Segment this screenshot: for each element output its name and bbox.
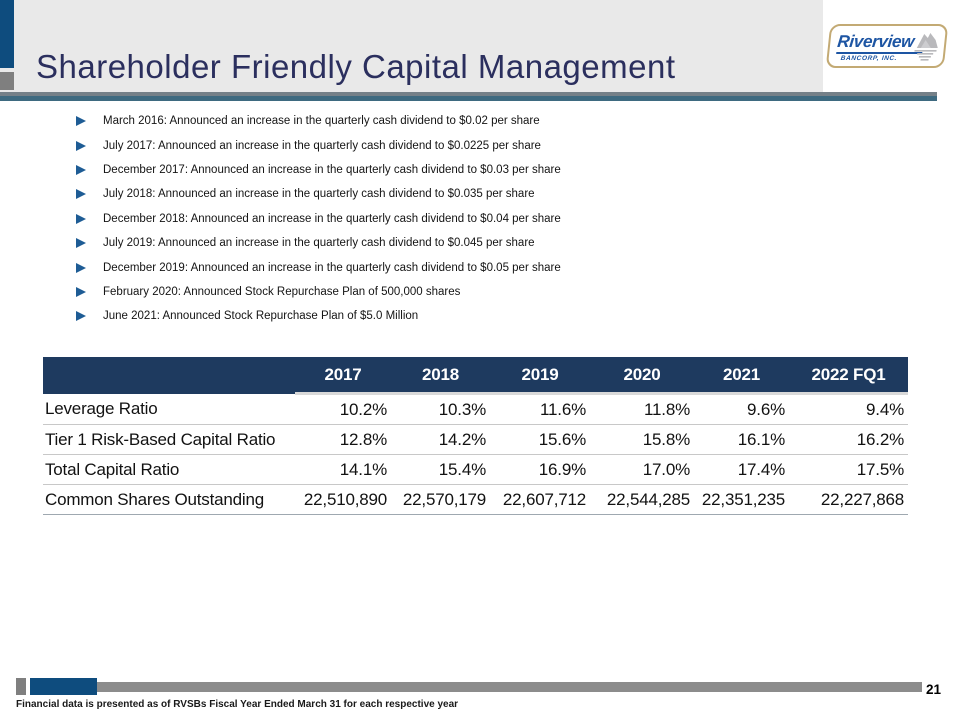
list-item: July 2017: Announced an increase in the …: [76, 133, 896, 157]
table-row: Total Capital Ratio 14.1% 15.4% 16.9% 17…: [43, 454, 908, 485]
announcement-list: March 2016: Announced an increase in the…: [76, 109, 896, 329]
header-accent-square: [0, 72, 14, 90]
table-cell: 16.9%: [490, 454, 590, 485]
list-item: March 2016: Announced an increase in the…: [76, 109, 896, 133]
table-corner-cell: [43, 357, 295, 394]
bullet-arrow-icon: [76, 164, 86, 175]
row-label: Total Capital Ratio: [43, 454, 295, 485]
bullet-arrow-icon: [76, 189, 86, 200]
table-row: Tier 1 Risk-Based Capital Ratio 12.8% 14…: [43, 424, 908, 455]
row-label: Common Shares Outstanding: [43, 484, 295, 515]
column-header: 2019: [490, 357, 590, 395]
bullet-text: July 2019: Announced an increase in the …: [103, 237, 535, 250]
row-label: Leverage Ratio: [43, 393, 295, 425]
column-header: 2017: [295, 357, 391, 395]
bullet-arrow-icon: [76, 140, 86, 151]
table-header-row: 2017 2018 2019 2020 2021 2022 FQ1: [43, 357, 908, 395]
bullet-arrow-icon: [76, 238, 86, 249]
logo-subtitle: BANCORP, INC.: [840, 55, 898, 62]
table-cell: 22,510,890: [295, 484, 391, 515]
bullet-arrow-icon: [76, 116, 86, 127]
bullet-text: December 2018: Announced an increase in …: [103, 212, 561, 225]
table-cell: 10.3%: [391, 393, 490, 425]
divider-gray-strip: [0, 92, 937, 96]
bullet-arrow-icon: [76, 262, 86, 273]
company-logo: Riverview BANCORP, INC.: [825, 24, 949, 68]
bullet-text: June 2021: Announced Stock Repurchase Pl…: [103, 310, 419, 323]
list-item: July 2018: Announced an increase in the …: [76, 182, 896, 206]
bullet-text: February 2020: Announced Stock Repurchas…: [103, 285, 461, 298]
table-cell: 16.1%: [694, 424, 789, 455]
table-cell: 17.5%: [789, 454, 908, 485]
table-cell: 9.6%: [694, 393, 789, 425]
table-cell: 12.8%: [295, 424, 391, 455]
page-title: Shareholder Friendly Capital Management: [36, 48, 676, 85]
header-accent-bar: [0, 0, 14, 68]
table-cell: 17.0%: [590, 454, 694, 485]
row-label: Tier 1 Risk-Based Capital Ratio: [43, 424, 295, 455]
table-cell: 14.1%: [295, 454, 391, 485]
table-cell: 15.4%: [391, 454, 490, 485]
table-cell: 15.8%: [590, 424, 694, 455]
bullet-arrow-icon: [76, 213, 86, 224]
table-cell: 14.2%: [391, 424, 490, 455]
list-item: June 2021: Announced Stock Repurchase Pl…: [76, 304, 896, 328]
bullet-arrow-icon: [76, 311, 86, 322]
list-item: December 2019: Announced an increase in …: [76, 255, 896, 279]
bullet-arrow-icon: [76, 286, 86, 297]
table-cell: 10.2%: [295, 393, 391, 425]
table-cell: 17.4%: [694, 454, 789, 485]
bullet-text: March 2016: Announced an increase in the…: [103, 115, 540, 128]
table-cell: 22,544,285: [590, 484, 694, 515]
header-divider: [0, 92, 937, 101]
bullet-text: July 2018: Announced an increase in the …: [103, 188, 535, 201]
footer-accent-rect: [30, 678, 97, 695]
table-cell: 9.4%: [789, 393, 908, 425]
capital-ratios-table: 2017 2018 2019 2020 2021 2022 FQ1 Levera…: [43, 357, 908, 515]
footer-rule-bar: [97, 682, 922, 692]
table-cell: 16.2%: [789, 424, 908, 455]
table-cell: 11.8%: [590, 393, 694, 425]
header-band: [0, 0, 823, 92]
table-row: Leverage Ratio 10.2% 10.3% 11.6% 11.8% 9…: [43, 393, 908, 425]
table-cell: 22,351,235: [694, 484, 789, 515]
table-row: Common Shares Outstanding 22,510,890 22,…: [43, 484, 908, 515]
table-cell: 11.6%: [490, 393, 590, 425]
list-item: July 2019: Announced an increase in the …: [76, 231, 896, 255]
bullet-text: December 2019: Announced an increase in …: [103, 261, 561, 274]
bullet-text: July 2017: Announced an increase in the …: [103, 139, 541, 152]
logo-wordmark: Riverview: [836, 32, 916, 51]
bullet-text: December 2017: Announced an increase in …: [103, 163, 561, 176]
column-header: 2021: [694, 357, 789, 395]
column-header: 2022 FQ1: [789, 357, 908, 395]
table-cell: 22,607,712: [490, 484, 590, 515]
column-header: 2020: [590, 357, 694, 395]
divider-teal-strip: [0, 96, 937, 101]
page-number: 21: [926, 682, 942, 697]
table-cell: 22,227,868: [789, 484, 908, 515]
list-item: December 2018: Announced an increase in …: [76, 207, 896, 231]
table-cell: 15.6%: [490, 424, 590, 455]
footer-accent-square: [16, 678, 26, 695]
mountain-water-icon: [914, 33, 938, 61]
footnote-text: Financial data is presented as of RVSBs …: [16, 699, 459, 710]
column-header: 2018: [391, 357, 490, 395]
list-item: December 2017: Announced an increase in …: [76, 158, 896, 182]
table-cell: 22,570,179: [391, 484, 490, 515]
list-item: February 2020: Announced Stock Repurchas…: [76, 280, 896, 304]
